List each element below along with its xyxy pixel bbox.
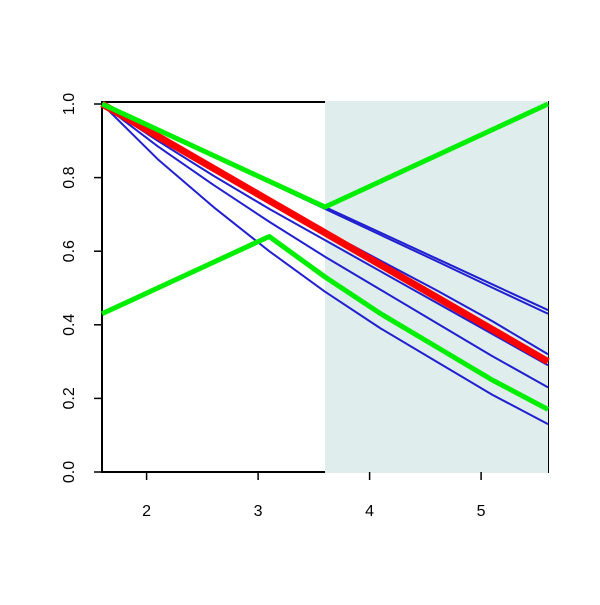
- x-tick-label: 5: [477, 503, 486, 520]
- data-line: [101, 103, 549, 389]
- data-line: [100, 233, 550, 412]
- y-tick-label: 0.6: [61, 240, 78, 262]
- y-tick-label: 0.8: [61, 166, 78, 188]
- y-tick-label: 1.0: [61, 93, 78, 115]
- y-tick-label: 0.0: [61, 461, 78, 483]
- shaded-region: [325, 101, 548, 473]
- y-tick-label: 0.4: [61, 314, 78, 336]
- x-tick-label: 3: [254, 503, 263, 520]
- data-line: [100, 101, 550, 210]
- x-tick-label: 2: [142, 503, 151, 520]
- data-line: [100, 100, 550, 365]
- data-line: [101, 103, 549, 367]
- y-tick-label: 0.2: [61, 387, 78, 409]
- data-line: [101, 103, 549, 426]
- x-tick-label: 4: [365, 503, 374, 520]
